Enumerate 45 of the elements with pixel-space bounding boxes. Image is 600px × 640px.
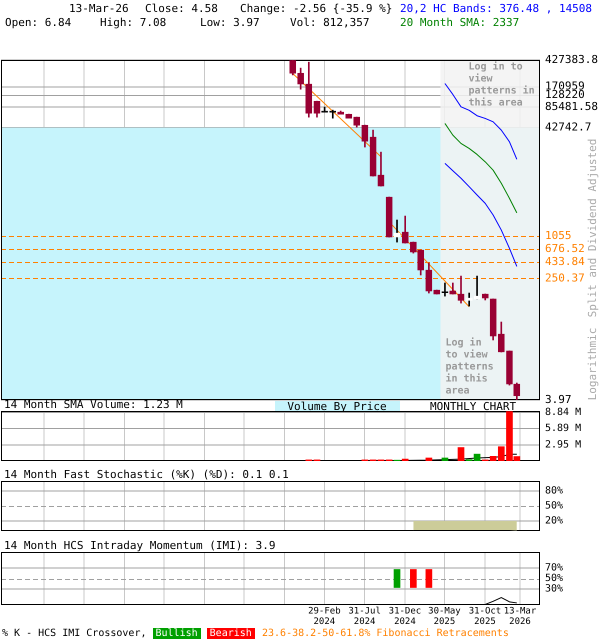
legend-title: % K - HCS IMI Crossover, (2, 628, 146, 639)
text: High: 7.08 (100, 16, 166, 29)
y-tick-label: 20% (545, 516, 564, 527)
x-tick-label: 31-Dec 2024 (388, 606, 422, 627)
text: Logarithmic (586, 328, 599, 400)
y-tick-label: 50% (545, 573, 564, 584)
text: 20,2 HC Bands: 376.48 , 14508 (400, 2, 592, 15)
text: Bearish (206, 628, 255, 639)
chart-title: 14 Month HCS Intraday Momentum (IMI): 3.9 (4, 539, 276, 552)
y-tick-label: 70% (545, 562, 564, 574)
ref-line-label: 676.52 (545, 242, 585, 256)
ref-line-label: 250.37 (545, 271, 585, 284)
ref-line-label: 1055 (545, 229, 572, 242)
band-label: Volume By Price (287, 400, 387, 413)
annotation: MONTHLY CHART (430, 400, 516, 413)
x-tick-label: 31-Jul 2024 (348, 606, 381, 627)
y-tick-label: 3.97 (545, 392, 572, 406)
annotation: Log in to view patterns in this area (445, 336, 494, 397)
y-tick-label: 85481.58 (545, 100, 598, 114)
text: 20 Month SMA: 2337 (400, 16, 520, 29)
text: Vol: 812,357 (290, 16, 370, 29)
x-tick-label: 29-Feb 2024 (308, 606, 341, 627)
y-tick-label: 30% (545, 584, 564, 595)
x-tick-label: 31-Oct 2025 (468, 606, 502, 627)
text: Low: 3.97 (200, 16, 260, 29)
ref-line-label: 433.84 (545, 255, 586, 268)
text: 13-Mar-26 (69, 2, 129, 15)
y-tick-label: 2.95 M (545, 439, 582, 450)
y-tick-label: 427383.8 (545, 52, 598, 66)
text: Open: 6.84 (5, 16, 72, 29)
chart-title: 14 Month SMA Volume: 1.23 M (4, 398, 183, 411)
text: Change: -2.56 {-35.9 %} (240, 2, 392, 15)
y-tick-label: 80% (545, 486, 564, 497)
y-tick-label: 42742.7 (545, 120, 592, 134)
y-tick-label: 50% (545, 500, 564, 512)
x-tick-label: 13-Mar 2026 (504, 606, 537, 627)
annotation: Log in to view patterns in this area (468, 60, 535, 109)
x-tick-label: 30-May 2025 (428, 606, 462, 627)
text: 23.6-38.2-50-61.8% Fibonacci Retracements (262, 628, 509, 639)
y-tick-label: 5.89 M (545, 423, 582, 434)
text: Close: 4.58 (145, 2, 218, 15)
text: Split and Dividend Adjusted (586, 138, 599, 318)
chart-title: 14 Month Fast Stochastic (%K) (%D): 0.1 0.1 (4, 468, 289, 481)
text: Bullish (152, 628, 201, 639)
y-tick-label: 8.84 M (545, 407, 582, 418)
